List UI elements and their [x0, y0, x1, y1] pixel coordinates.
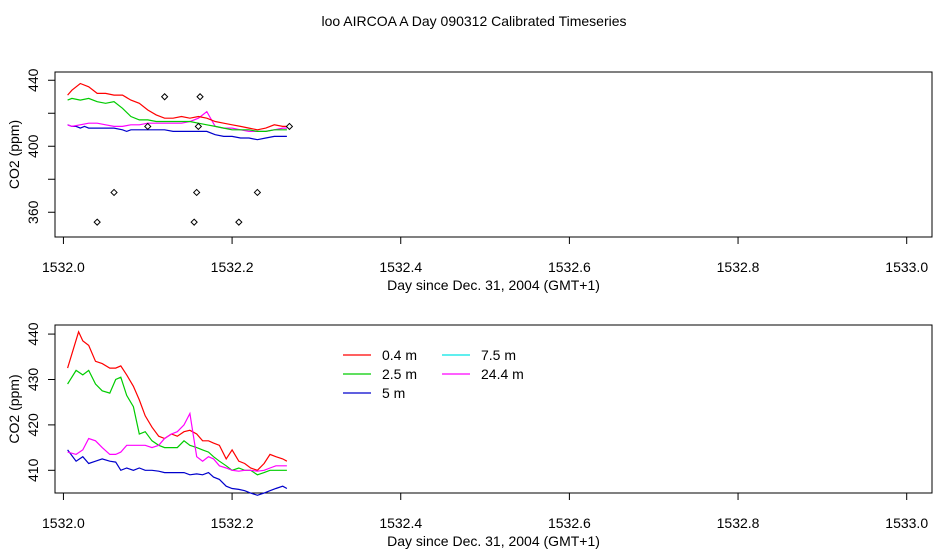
series-line-24-4-m — [67, 411, 287, 472]
data-point — [190, 218, 198, 226]
x-tick-label: 1533.0 — [885, 259, 928, 275]
y-tick-label: 360 — [25, 200, 41, 224]
x-tick-label: 1532.2 — [211, 515, 254, 531]
y-axis-label: CO2 (ppm) — [6, 374, 22, 443]
data-point — [93, 218, 101, 226]
x-axis-label: Day since Dec. 31, 2004 (GMT+1) — [387, 533, 600, 549]
data-point — [196, 93, 204, 101]
x-tick-label: 1532.0 — [42, 515, 85, 531]
data-point — [192, 188, 201, 197]
data-point — [253, 188, 262, 197]
panel-bottom: 1532.0 1532.2 1532.4 1532.6 1532.8 1533.0 410 4… — [6, 322, 933, 549]
plot-frame — [54, 324, 933, 494]
x-tick-label: 1532.6 — [548, 259, 591, 275]
x-axis-label: Day since Dec. 31, 2004 (GMT+1) — [387, 277, 600, 293]
series-line-3 — [67, 82, 287, 131]
data-point — [110, 188, 118, 197]
y-axis-label: CO2 (ppm) — [6, 120, 22, 189]
plot-frame — [54, 71, 933, 238]
x-tick-label: 1532.2 — [211, 259, 254, 275]
legend-label: 0.4 m — [382, 347, 417, 363]
legend-label: 2.5 m — [382, 366, 417, 382]
x-tick-label: 1532.8 — [717, 515, 760, 531]
legend-label: 24.4 m — [481, 366, 524, 382]
data-point — [235, 218, 243, 226]
x-tick-label: 1532.0 — [42, 259, 85, 275]
y-tick-label: 440 — [25, 322, 41, 346]
panel-top: 1532.0 1532.2 1532.4 1532.6 1532.8 1533.0 360 4… — [6, 68, 933, 293]
series-line-1 — [67, 110, 287, 132]
x-tick-label: 1532.6 — [548, 515, 591, 531]
y-tick-label: 420 — [25, 413, 41, 437]
y-tick-label: 400 — [25, 134, 41, 158]
y-tick-label: 410 — [25, 458, 41, 482]
legend-label: 5 m — [382, 385, 405, 401]
data-point — [194, 122, 203, 131]
series-line-0-4-m — [67, 330, 288, 471]
series-line-5-m — [67, 449, 288, 496]
data-point — [144, 122, 152, 131]
x-tick-label: 1532.8 — [717, 259, 760, 275]
y-tick-label: 430 — [25, 368, 41, 392]
y-tick-label: 440 — [25, 68, 41, 92]
x-tick-label: 1533.0 — [885, 515, 928, 531]
series-line-0 — [67, 124, 287, 141]
x-tick-label: 1532.4 — [379, 515, 422, 531]
chart-title: loo AIRCOA A Day 090312 Calibrated Times… — [321, 13, 626, 29]
data-point — [160, 93, 169, 101]
data-point — [285, 122, 294, 131]
legend-label: 7.5 m — [481, 347, 516, 363]
series-line-2 — [67, 97, 287, 132]
x-tick-label: 1532.4 — [379, 259, 422, 275]
